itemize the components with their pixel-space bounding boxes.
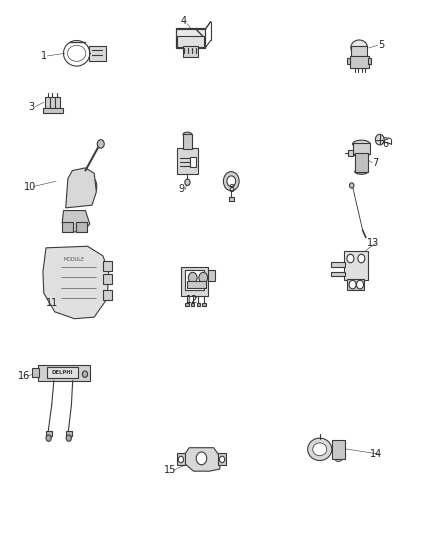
Bar xyxy=(191,303,194,306)
Bar xyxy=(176,28,205,47)
Bar xyxy=(208,270,215,281)
Circle shape xyxy=(82,371,88,377)
Text: 10: 10 xyxy=(24,182,36,191)
Bar xyxy=(347,279,364,290)
Bar xyxy=(355,153,368,172)
Bar xyxy=(187,281,206,288)
Text: 5: 5 xyxy=(378,41,384,50)
Circle shape xyxy=(185,179,190,185)
Ellipse shape xyxy=(183,132,192,136)
Text: 12: 12 xyxy=(186,295,198,304)
Text: MODULE: MODULE xyxy=(64,257,85,262)
Text: 4: 4 xyxy=(181,17,187,26)
Circle shape xyxy=(347,254,354,263)
Ellipse shape xyxy=(353,150,370,157)
Text: 7: 7 xyxy=(373,158,379,167)
Bar xyxy=(331,272,345,276)
Bar xyxy=(38,365,90,381)
Text: 13: 13 xyxy=(367,238,379,247)
Text: 9: 9 xyxy=(179,184,185,194)
Circle shape xyxy=(349,280,356,289)
Circle shape xyxy=(375,134,384,145)
Circle shape xyxy=(227,176,236,187)
Text: 6: 6 xyxy=(382,139,389,149)
Ellipse shape xyxy=(353,140,370,148)
Ellipse shape xyxy=(67,45,86,61)
Bar xyxy=(332,440,345,459)
Bar xyxy=(46,431,52,436)
Bar xyxy=(181,266,208,296)
Ellipse shape xyxy=(313,443,327,456)
Circle shape xyxy=(66,435,71,441)
Bar xyxy=(103,274,112,284)
Bar xyxy=(350,56,369,68)
Text: 16: 16 xyxy=(18,371,30,381)
Bar xyxy=(45,97,50,108)
Circle shape xyxy=(97,140,104,148)
Bar xyxy=(183,45,198,57)
Bar xyxy=(66,431,72,436)
Text: 3: 3 xyxy=(28,102,35,111)
Circle shape xyxy=(178,456,184,463)
Polygon shape xyxy=(185,448,220,471)
Bar xyxy=(344,251,368,280)
Bar xyxy=(368,58,371,64)
Circle shape xyxy=(199,272,208,283)
Ellipse shape xyxy=(89,179,97,195)
Ellipse shape xyxy=(335,456,342,462)
Polygon shape xyxy=(62,211,90,232)
Bar xyxy=(331,262,345,266)
Bar xyxy=(55,97,60,108)
Bar xyxy=(50,97,55,108)
Circle shape xyxy=(219,456,225,463)
Polygon shape xyxy=(43,246,109,319)
Bar xyxy=(32,368,39,377)
Circle shape xyxy=(188,272,197,283)
Circle shape xyxy=(196,452,207,465)
Text: 8: 8 xyxy=(228,184,234,194)
Bar xyxy=(185,270,204,290)
Text: DELPHI: DELPHI xyxy=(52,370,74,375)
Bar xyxy=(229,197,234,201)
Circle shape xyxy=(46,435,51,441)
Bar xyxy=(351,46,367,57)
Bar xyxy=(353,143,370,154)
Text: 1: 1 xyxy=(41,51,47,61)
Text: 11: 11 xyxy=(46,298,58,308)
Bar xyxy=(183,134,192,149)
Circle shape xyxy=(358,254,365,263)
Bar xyxy=(103,261,112,271)
Bar xyxy=(202,303,206,306)
Bar xyxy=(218,453,226,465)
Polygon shape xyxy=(66,168,96,208)
Bar xyxy=(89,46,106,61)
Circle shape xyxy=(350,183,354,188)
Bar xyxy=(177,36,204,46)
Bar xyxy=(43,108,63,113)
Bar xyxy=(62,222,73,232)
Text: 14: 14 xyxy=(370,449,382,459)
Bar xyxy=(347,58,350,64)
Ellipse shape xyxy=(355,169,368,174)
Bar xyxy=(185,303,189,306)
Bar xyxy=(190,157,196,167)
Ellipse shape xyxy=(307,438,332,461)
Circle shape xyxy=(223,172,239,191)
FancyBboxPatch shape xyxy=(176,28,205,47)
Circle shape xyxy=(357,280,364,289)
Bar xyxy=(76,222,87,232)
Bar xyxy=(103,290,112,300)
Bar xyxy=(348,150,353,156)
Ellipse shape xyxy=(351,40,367,55)
Bar xyxy=(177,453,185,465)
Bar xyxy=(47,367,78,378)
Bar xyxy=(177,148,198,174)
Text: 15: 15 xyxy=(164,465,176,475)
Bar xyxy=(197,303,200,306)
